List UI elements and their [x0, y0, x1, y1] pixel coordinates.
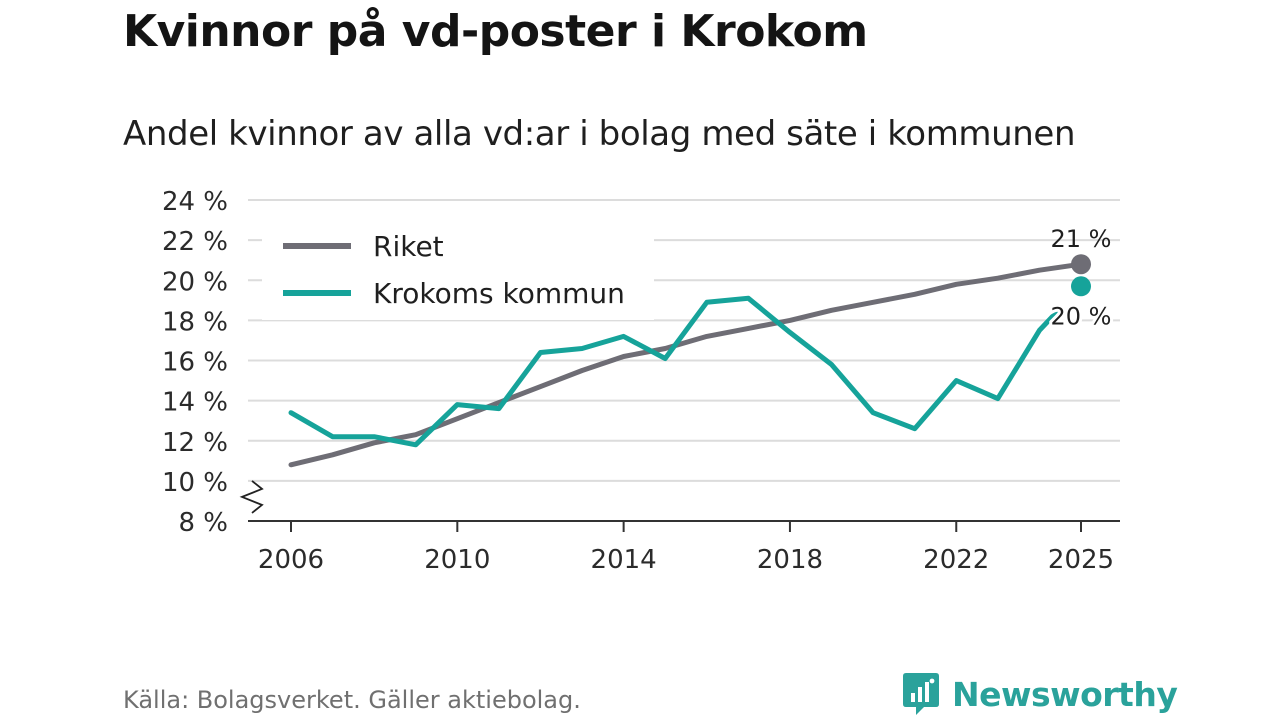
y-tick-label: 18 %: [162, 307, 228, 337]
y-tick-label: 22 %: [162, 227, 228, 257]
source-note: Källa: Bolagsverket. Gäller aktiebolag.: [123, 686, 581, 714]
end-point-krokom: [1071, 276, 1091, 297]
y-tick-label: 16 %: [162, 348, 228, 378]
legend: Riket Krokoms kommun: [283, 230, 625, 310]
y-tick-label: 8 %: [178, 508, 228, 538]
legend-label-krokom: Krokoms kommun: [373, 277, 625, 310]
end-point-riket: [1071, 254, 1091, 275]
x-tick-label: 2006: [258, 545, 324, 575]
series-line-riket: [288, 261, 1084, 468]
legend-label-riket: Riket: [373, 230, 444, 263]
y-tick-label: 24 %: [162, 187, 228, 217]
brand-name: Newsworthy: [952, 674, 1178, 714]
y-tick-label: 20 %: [162, 267, 228, 297]
end-label-riket: 21 %: [1051, 225, 1112, 253]
chart-subtitle: Andel kvinnor av alla vd:ar i bolag med …: [123, 114, 1076, 154]
x-tick-label: 2014: [591, 545, 657, 575]
y-tick-label: 12 %: [162, 428, 228, 458]
legend-background: [262, 220, 654, 320]
x-tick-label: 2018: [757, 545, 823, 575]
newsworthy-logo-icon: [903, 673, 939, 715]
brand[interactable]: Newsworthy: [902, 670, 1178, 718]
y-tick-label: 10 %: [162, 468, 228, 498]
y-tick-label: 14 %: [162, 388, 228, 418]
series-line-krokom: [288, 295, 1060, 448]
x-tick-label: 2022: [923, 545, 989, 575]
end-labels: 21 % 20 %: [1048, 225, 1115, 333]
end-label-krokom: 20 %: [1051, 302, 1112, 330]
legend-box: [262, 220, 654, 320]
axis-break-icon: [239, 480, 264, 514]
x-tick-label: 2025: [1048, 545, 1114, 575]
x-tick-label: 2010: [424, 545, 490, 575]
axes: 8 % 10 % 12 % 14 % 16 % 18 % 20 % 22 % 24 % 2006 2…: [162, 187, 1120, 575]
chart-title: Kvinnor på vd-poster i Krokom: [123, 6, 868, 57]
series-lines: [288, 254, 1091, 468]
